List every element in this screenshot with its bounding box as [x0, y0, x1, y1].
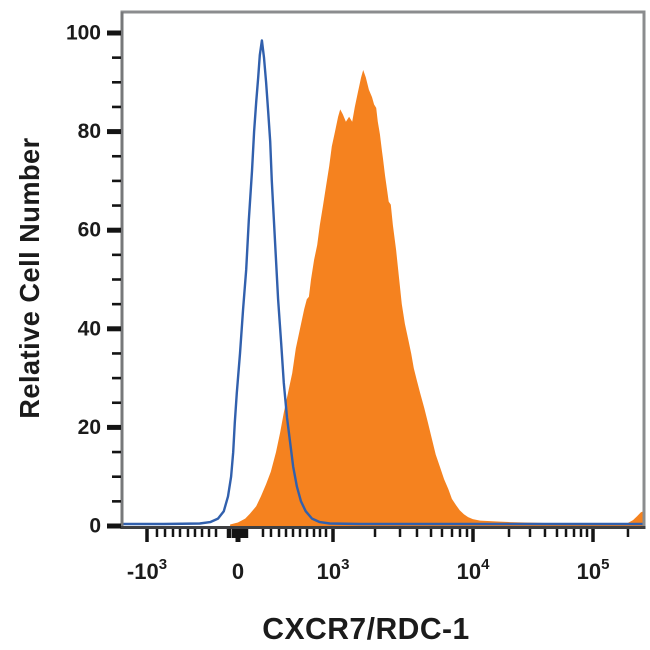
y-axis: 0 20 40 60 80 100: [66, 22, 121, 538]
y-tick-label: 40: [78, 317, 101, 340]
x-axis: -103 0 103 104 105: [127, 529, 630, 584]
y-tick-label: 20: [78, 416, 101, 439]
y-tick-label: 80: [78, 120, 101, 143]
y-tick-label: 60: [78, 219, 101, 242]
x-tick-label: 0: [232, 559, 244, 584]
x-tick-label: 105: [577, 556, 610, 584]
y-tick-label: 0: [89, 515, 101, 538]
x-axis-title: CXCR7/RDC-1: [262, 611, 470, 646]
y-tick-label: 100: [66, 22, 101, 45]
x-tick-label: 104: [457, 556, 490, 584]
cxcr7-stained-histogram: [230, 70, 643, 526]
x-tick-label: 103: [317, 556, 350, 584]
y-axis-title: Relative Cell Number: [14, 137, 45, 419]
series-layer: [123, 39, 643, 526]
unstained-control-histogram: [123, 39, 643, 526]
plot-frame: [120, 10, 646, 529]
x-tick-label: -103: [127, 556, 167, 584]
